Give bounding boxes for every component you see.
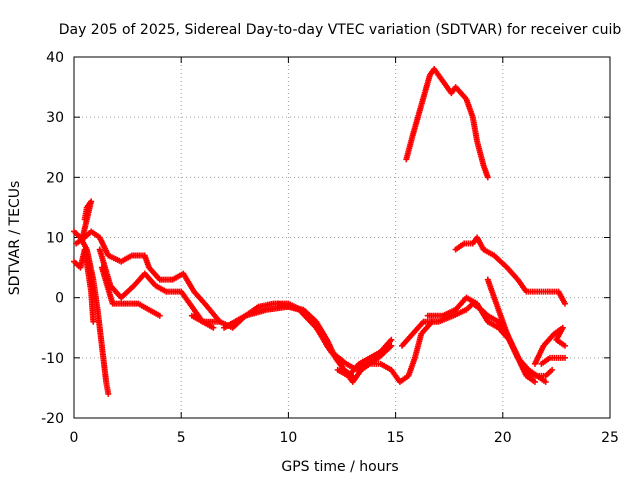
chart-title: Day 205 of 2025, Sidereal Day-to-day VTE… <box>59 22 622 38</box>
x-tick-label: 20 <box>494 430 512 446</box>
series-track-17 <box>538 354 568 367</box>
data-point <box>388 342 395 349</box>
data-point <box>561 354 568 361</box>
data-point <box>561 342 568 349</box>
series-track-16 <box>531 324 568 367</box>
y-tick-label: 40 <box>46 50 64 66</box>
y-tick-label: -10 <box>41 351 64 367</box>
x-axis-title: GPS time / hours <box>281 459 398 475</box>
data-point <box>561 300 568 307</box>
series-track-15 <box>452 234 568 307</box>
data-point <box>531 378 538 385</box>
series-track-4 <box>73 228 223 325</box>
series-track-2 <box>71 246 97 325</box>
data-point <box>210 324 217 331</box>
data-point <box>484 174 491 181</box>
y-tick-label: 10 <box>46 231 64 247</box>
data-point <box>90 318 97 325</box>
y-tick-label: 0 <box>55 291 64 307</box>
data-point <box>542 378 549 385</box>
data-point <box>156 312 163 319</box>
series-track-5 <box>96 246 217 331</box>
x-tick-label: 5 <box>177 430 186 446</box>
series-track-12 <box>424 294 538 385</box>
series-track-10 <box>334 336 395 379</box>
y-tick-label: 30 <box>46 110 64 126</box>
series-track-14 <box>403 66 491 181</box>
data-point <box>105 390 112 397</box>
data-points <box>71 66 568 397</box>
axis-ticks: 0 5 10 15 20 25 -20 -10 0 10 20 30 40 <box>41 50 619 446</box>
y-tick-label: 20 <box>46 170 64 186</box>
series-track-6 <box>98 264 163 319</box>
data-point <box>549 366 556 373</box>
series-track-8 <box>221 303 356 379</box>
data-point <box>388 336 395 343</box>
series-track-7 <box>188 300 436 385</box>
x-tick-label: 15 <box>387 430 405 446</box>
y-tick-label: -20 <box>41 411 64 427</box>
x-tick-label: 10 <box>279 430 297 446</box>
series-track-13 <box>484 276 549 385</box>
x-tick-label: 25 <box>601 430 619 446</box>
y-axis-title: SDTVAR / TECUs <box>7 181 23 296</box>
x-tick-label: 0 <box>70 430 79 446</box>
